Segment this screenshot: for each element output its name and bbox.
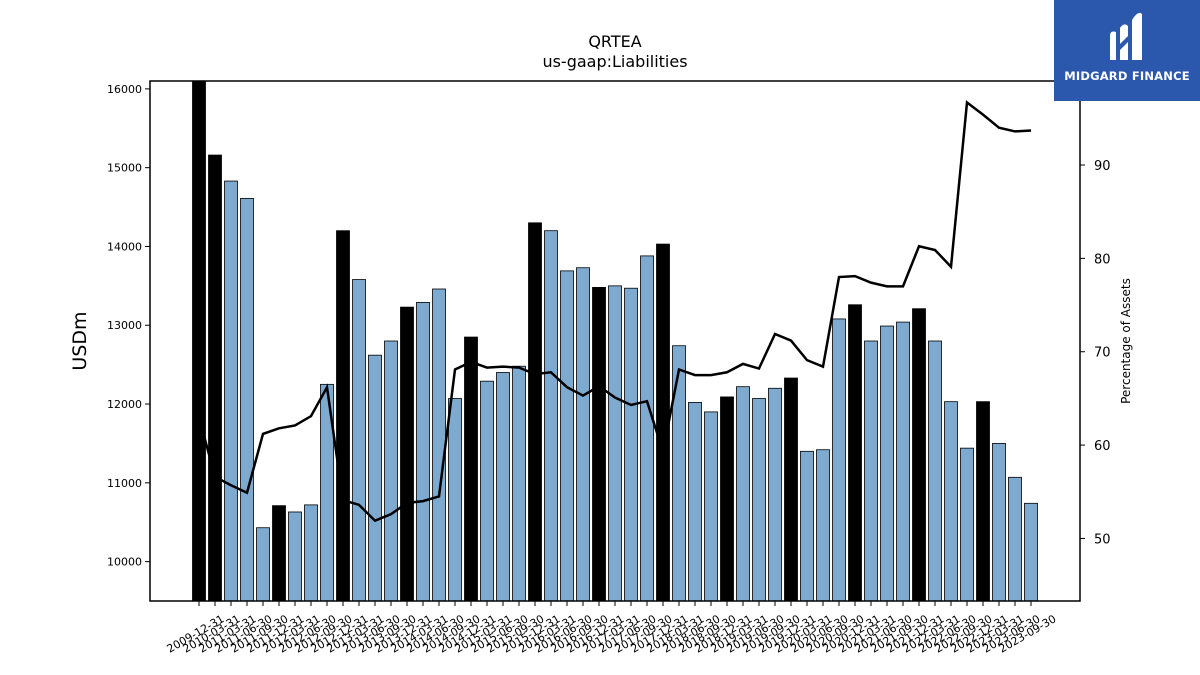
bar <box>640 255 654 602</box>
bar <box>608 285 622 602</box>
bar <box>752 398 766 602</box>
bar <box>368 354 382 602</box>
brand-name: MIDGARD FINANCE <box>1064 69 1190 83</box>
y-tick-label: 13000 <box>107 319 142 332</box>
bar <box>224 180 238 602</box>
bar <box>912 308 926 602</box>
bar <box>880 325 894 602</box>
bar <box>400 306 414 602</box>
bar <box>704 411 718 602</box>
bar <box>1008 476 1022 602</box>
bar <box>528 222 542 602</box>
line-series <box>197 100 1032 523</box>
y-tick-label: 11000 <box>107 477 142 490</box>
bar-series <box>192 80 1038 602</box>
y-tick-label: 10000 <box>107 556 142 569</box>
bar <box>384 340 398 602</box>
bar <box>688 402 702 602</box>
bar <box>464 336 478 602</box>
bar <box>944 401 958 602</box>
y2-tick-label: 80 <box>1094 252 1111 267</box>
bar <box>560 270 574 602</box>
bar <box>768 387 782 602</box>
bar <box>512 365 526 602</box>
y-tick-label: 14000 <box>107 240 142 253</box>
chart-title: QRTEA <box>588 32 642 51</box>
percentage-line <box>197 100 1032 523</box>
bar <box>272 505 286 602</box>
bar <box>304 504 318 602</box>
bar <box>432 288 446 602</box>
bar <box>288 511 302 602</box>
bar <box>896 321 910 602</box>
bar <box>480 380 494 602</box>
bar <box>624 287 638 602</box>
y2-tick-label: 70 <box>1094 346 1111 361</box>
midgard-logo-icon <box>1110 12 1142 60</box>
bar <box>864 340 878 602</box>
y-axis-left: 10000 11000 12000 13000 14000 15000 16000 <box>107 83 150 569</box>
y2-tick-label: 50 <box>1094 532 1111 547</box>
bar <box>832 318 846 602</box>
bar <box>496 372 510 602</box>
bar <box>352 279 366 602</box>
y-tick-label: 12000 <box>107 398 142 411</box>
bar <box>784 377 798 602</box>
bar <box>848 304 862 602</box>
bar <box>672 345 686 602</box>
bar <box>416 301 430 602</box>
x-axis: 2009-12-312010-03-312011-03-312011-06-30… <box>165 601 1059 656</box>
bar <box>192 80 206 602</box>
y2-tick-label: 90 <box>1094 159 1111 174</box>
bar <box>976 401 990 602</box>
brand-logo: MIDGARD FINANCE <box>1054 0 1200 101</box>
bar <box>544 230 558 602</box>
bar <box>1024 502 1038 602</box>
bar <box>336 230 350 602</box>
bar <box>576 267 590 602</box>
y-axis-label: USDm <box>69 311 91 370</box>
bar <box>960 447 974 602</box>
bar <box>800 450 814 602</box>
bar <box>816 449 830 602</box>
bar <box>592 287 606 602</box>
bar <box>256 527 270 602</box>
bar <box>928 340 942 602</box>
bar <box>720 396 734 602</box>
bar <box>736 386 750 602</box>
y-tick-label: 16000 <box>107 83 142 96</box>
bar <box>448 398 462 602</box>
y2-axis-label: Percentage of Assets <box>1119 278 1133 404</box>
bar <box>208 154 222 602</box>
bar <box>240 197 254 602</box>
bar <box>992 443 1006 602</box>
y-axis-right: 50 60 70 80 90 <box>1080 159 1111 547</box>
y-tick-label: 15000 <box>107 162 142 175</box>
chart-subtitle: us-gaap:Liabilities <box>542 52 688 71</box>
y2-tick-label: 60 <box>1094 439 1111 454</box>
